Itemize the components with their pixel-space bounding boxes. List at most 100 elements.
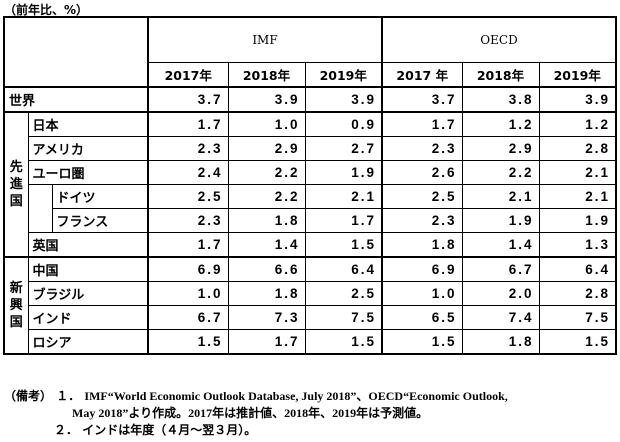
row-label: フランス: [52, 208, 149, 233]
value-cell: 1.7: [227, 329, 305, 355]
value-cell: 7.5: [304, 305, 382, 330]
value-cell: 1.5: [304, 329, 382, 355]
value-cell: 3.7: [381, 87, 462, 113]
value-cell: 2.3: [381, 136, 462, 161]
header-row-years: 2017年 2018年 2019年 2017 年 2018年 2019年: [4, 62, 617, 88]
value-cell: 2.1: [304, 184, 382, 209]
row-label: 日本: [28, 112, 149, 137]
header-oecd: OECD: [381, 16, 617, 63]
row-label: 英国: [28, 232, 149, 258]
row-label: 中国: [28, 257, 149, 282]
unit-label: （前年比、%）: [4, 3, 89, 17]
value-cell: 2.9: [227, 136, 305, 161]
year-header: 2019年: [538, 62, 617, 88]
row-label: 世界: [3, 87, 149, 113]
value-cell: 1.4: [461, 232, 539, 258]
note-1-line-1: （備考） １． IMF“World Economic Outlook Datab…: [4, 388, 508, 405]
value-cell: 2.5: [381, 184, 462, 209]
value-cell: 2.2: [227, 184, 305, 209]
value-cell: 3.9: [227, 87, 305, 113]
value-cell: 2.5: [148, 184, 228, 209]
value-cell: 2.5: [304, 281, 382, 306]
value-cell: 2.1: [538, 160, 617, 185]
notes: （備考） １． IMF“World Economic Outlook Datab…: [4, 388, 508, 439]
value-cell: 1.9: [461, 208, 539, 233]
value-cell: 1.8: [227, 281, 305, 306]
table-row: アメリカ 2.3 2.9 2.7 2.3 2.9 2.8: [4, 136, 617, 161]
group-label-advanced-text: 先進国: [9, 160, 23, 209]
value-cell: 2.7: [304, 136, 382, 161]
note-1-number: １．: [56, 389, 81, 403]
note-2: ２． インドは年度（４月～翌３月）。: [4, 422, 508, 439]
table-row: ユーロ圏 2.4 2.2 1.9 2.6 2.2 2.1: [4, 160, 617, 185]
value-cell: 3.9: [304, 87, 382, 113]
value-cell: 0.9: [304, 112, 382, 137]
value-cell: 3.9: [538, 87, 617, 113]
year-header: 2017 年: [381, 62, 462, 88]
row-label: ユーロ圏: [28, 160, 149, 185]
group-label-emerging: 新興国: [3, 257, 29, 355]
value-cell: 2.8: [538, 281, 617, 306]
table-row: ドイツ 2.5 2.2 2.1 2.5 2.1 2.1: [4, 184, 617, 233]
value-cell: 6.9: [148, 257, 228, 282]
value-cell: 1.2: [538, 112, 617, 137]
value-cell: 2.6: [381, 160, 462, 185]
row-label: ブラジル: [28, 281, 149, 306]
table-row: 先進国 日本 1.7 1.0 0.9 1.7 1.2 1.2: [3, 112, 617, 258]
group-label-advanced: 先進国: [3, 112, 29, 258]
value-cell: 3.8: [461, 87, 539, 113]
value-cell: 2.2: [227, 160, 305, 185]
table-row: インド 6.7 7.3 7.5 6.5 7.4 7.5: [4, 305, 617, 330]
value-cell: 1.7: [381, 112, 462, 137]
value-cell: 2.3: [148, 136, 228, 161]
note-2-number: ２．: [54, 423, 79, 437]
value-cell: 6.7: [148, 305, 228, 330]
year-header: 2017年: [148, 62, 228, 88]
value-cell: 6.4: [304, 257, 382, 282]
value-cell: 7.3: [227, 305, 305, 330]
indent-spacer: [28, 184, 53, 233]
growth-forecast-table: IMF OECD 2017年 2018年 2019年 2017 年 2018年 …: [3, 16, 617, 355]
value-cell: 1.5: [148, 329, 228, 355]
value-cell: 2.0: [461, 281, 539, 306]
row-label: アメリカ: [28, 136, 149, 161]
value-cell: 6.7: [461, 257, 539, 282]
row-label: ドイツ: [52, 184, 149, 209]
header-imf: IMF: [148, 16, 382, 63]
value-cell: 1.5: [304, 232, 382, 258]
table-row: 新興国 中国 6.9 6.6 6.4 6.9 6.7 6.4: [3, 257, 617, 355]
value-cell: 6.4: [538, 257, 617, 282]
value-cell: 6.6: [227, 257, 305, 282]
value-cell: 2.1: [538, 184, 617, 209]
value-cell: 1.5: [381, 329, 462, 355]
value-cell: 3.7: [148, 87, 228, 113]
value-cell: 1.3: [538, 232, 617, 258]
table-row: 世界 3.7 3.9 3.9 3.7 3.8 3.9: [3, 87, 617, 113]
value-cell: 1.8: [381, 232, 462, 258]
value-cell: 2.2: [461, 160, 539, 185]
value-cell: 1.7: [148, 112, 228, 137]
value-cell: 2.4: [148, 160, 228, 185]
note-1-text: IMF“World Economic Outlook Database, Jul…: [84, 389, 508, 403]
note-2-text: インドは年度（４月～翌３月）。: [82, 423, 257, 437]
note-1-text-cont: May 2018”より作成。2017年は推計値、2018年、2019年は予測値。: [72, 406, 429, 420]
year-header: 2018年: [461, 62, 539, 88]
year-header: 2019年: [304, 62, 382, 88]
row-label: インド: [28, 305, 149, 330]
value-cell: 6.9: [381, 257, 462, 282]
value-cell: 1.0: [381, 281, 462, 306]
row-label: ロシア: [28, 329, 149, 355]
table-row: 英国 1.7 1.4 1.5 1.8 1.4 1.3: [4, 232, 617, 258]
value-cell: 7.5: [538, 305, 617, 330]
group-label-emerging-text: 新興国: [9, 281, 23, 330]
corner-cell: [3, 16, 149, 88]
header-row-source: IMF OECD: [3, 16, 617, 88]
value-cell: 1.9: [304, 160, 382, 185]
value-cell: 2.3: [381, 208, 462, 233]
note-1-line-2: May 2018”より作成。2017年は推計値、2018年、2019年は予測値。: [4, 405, 508, 422]
value-cell: 1.8: [461, 329, 539, 355]
value-cell: 2.8: [538, 136, 617, 161]
value-cell: 1.5: [538, 329, 617, 355]
value-cell: 1.7: [304, 208, 382, 233]
value-cell: 1.8: [227, 208, 305, 233]
